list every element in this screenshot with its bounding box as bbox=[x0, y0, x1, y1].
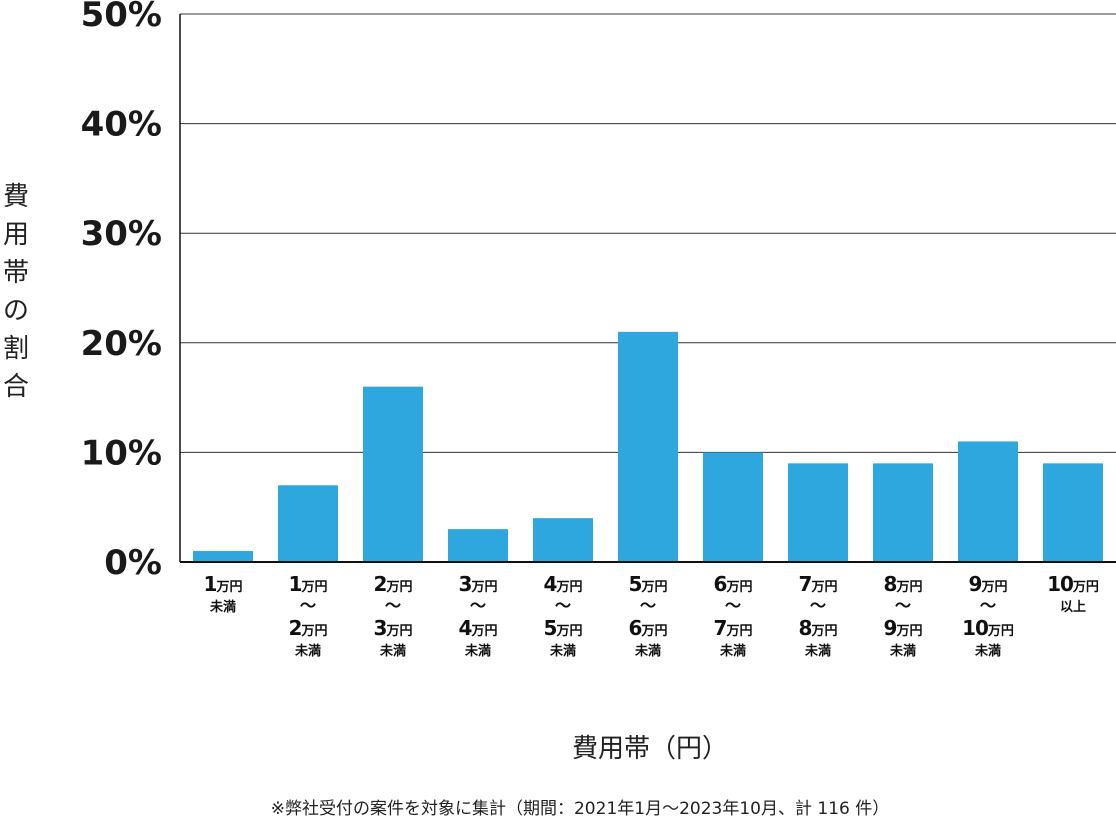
bar bbox=[448, 529, 508, 562]
x-tick-label: 4万円〜 5万円 未満 bbox=[543, 572, 583, 659]
bar bbox=[618, 331, 678, 562]
x-axis-label: 費用帯（円） bbox=[571, 734, 728, 764]
y-tick-label: 40% bbox=[81, 105, 162, 145]
x-tick-label: 2万円〜 3万円 未満 bbox=[373, 572, 413, 659]
bar bbox=[703, 452, 763, 562]
x-tick-label: 8万円〜 9万円 未満 bbox=[883, 572, 923, 659]
y-tick-label: 50% bbox=[81, 0, 162, 35]
y-tick-label: 20% bbox=[81, 324, 162, 364]
bar bbox=[788, 463, 848, 562]
x-tick-label: 1万円 未満 bbox=[203, 572, 243, 615]
bar bbox=[363, 386, 423, 562]
x-tick-label: 10万円 以上 bbox=[1047, 572, 1099, 615]
y-axis-label: 費用帯の割合 bbox=[2, 182, 29, 402]
x-tick-label: 6万円〜 7万円 未満 bbox=[713, 572, 753, 659]
x-tick-label: 9万円〜 10万円 未満 bbox=[962, 572, 1014, 659]
x-tick-label: 1万円〜 2万円 未満 bbox=[288, 572, 328, 659]
bar bbox=[958, 441, 1018, 562]
footnote: ※弊社受付の案件を対象に集計（期間：2021年1月～2023年10月、計 116… bbox=[270, 799, 890, 819]
y-tick-label: 10% bbox=[81, 433, 162, 473]
bar bbox=[193, 551, 253, 562]
bar bbox=[278, 485, 338, 562]
bar bbox=[1043, 463, 1103, 562]
x-tick-label: 5万円〜 6万円 未満 bbox=[628, 572, 668, 659]
y-tick-label: 30% bbox=[81, 214, 162, 254]
x-tick-label: 3万円〜 4万円 未満 bbox=[458, 572, 498, 659]
bar bbox=[533, 518, 593, 562]
y-tick-label: 0% bbox=[104, 543, 162, 583]
x-tick-label: 7万円〜 8万円 未満 bbox=[798, 572, 838, 659]
bar bbox=[873, 463, 933, 562]
